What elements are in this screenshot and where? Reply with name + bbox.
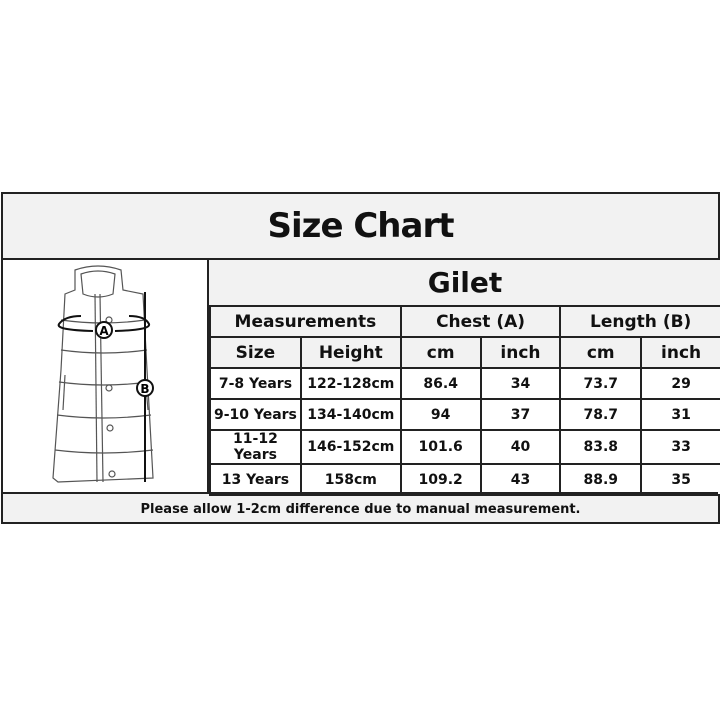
header-height: Height bbox=[299, 336, 402, 369]
cell-chest-cm: 94 bbox=[399, 398, 482, 431]
cell-size: 9-10 Years bbox=[209, 398, 302, 431]
header-length-cm: cm bbox=[559, 336, 643, 369]
size-table: Gilet Measurements Chest (A) Length (B) … bbox=[209, 260, 720, 496]
cell-length-cm: 88.9 bbox=[559, 463, 643, 496]
cell-length-inch: 31 bbox=[640, 398, 720, 431]
footer-note: Please allow 1-2cm difference due to man… bbox=[3, 492, 718, 524]
header-chest: Chest (A) bbox=[399, 305, 562, 338]
header-size: Size bbox=[209, 336, 302, 369]
cell-length-cm: 73.7 bbox=[559, 367, 643, 400]
cell-length-inch: 29 bbox=[640, 367, 720, 400]
cell-chest-inch: 43 bbox=[479, 463, 562, 496]
header-chest-cm: cm bbox=[399, 336, 482, 369]
table-row: 9-10 Years 134-140cm 94 37 78.7 31 bbox=[209, 398, 720, 431]
product-name: Gilet bbox=[210, 260, 720, 307]
cell-length-inch: 35 bbox=[640, 463, 720, 496]
table-row: 13 Years 158cm 109.2 43 88.9 35 bbox=[209, 463, 720, 496]
cell-height: 134-140cm bbox=[299, 398, 402, 431]
cell-height: 146-152cm bbox=[299, 429, 402, 465]
cell-length-cm: 83.8 bbox=[559, 429, 643, 465]
cell-length-cm: 78.7 bbox=[559, 398, 643, 431]
chart-title: Size Chart bbox=[3, 194, 718, 260]
length-marker: B bbox=[140, 382, 149, 396]
cell-chest-inch: 37 bbox=[479, 398, 562, 431]
cell-size: 7-8 Years bbox=[209, 367, 302, 400]
cell-length-inch: 33 bbox=[640, 429, 720, 465]
cell-chest-inch: 34 bbox=[479, 367, 562, 400]
table-row: 11-12 Years 146-152cm 101.6 40 83.8 33 bbox=[209, 429, 720, 465]
cell-chest-inch: 40 bbox=[479, 429, 562, 465]
chest-marker: A bbox=[99, 324, 109, 338]
cell-size: 11-12 Years bbox=[209, 429, 302, 465]
gilet-diagram: A B bbox=[3, 260, 209, 492]
cell-chest-cm: 109.2 bbox=[399, 463, 482, 496]
header-length-inch: inch bbox=[640, 336, 720, 369]
cell-chest-cm: 86.4 bbox=[399, 367, 482, 400]
header-length: Length (B) bbox=[559, 305, 720, 338]
header-measurements: Measurements bbox=[209, 305, 402, 338]
cell-chest-cm: 101.6 bbox=[399, 429, 482, 465]
size-chart: Size Chart A B Gilet bbox=[1, 192, 720, 524]
table-row: 7-8 Years 122-128cm 86.4 34 73.7 29 bbox=[209, 367, 720, 400]
gilet-sketch-icon: A B bbox=[52, 265, 154, 483]
cell-height: 158cm bbox=[299, 463, 402, 496]
header-chest-inch: inch bbox=[479, 336, 562, 369]
cell-size: 13 Years bbox=[209, 463, 302, 496]
cell-height: 122-128cm bbox=[299, 367, 402, 400]
